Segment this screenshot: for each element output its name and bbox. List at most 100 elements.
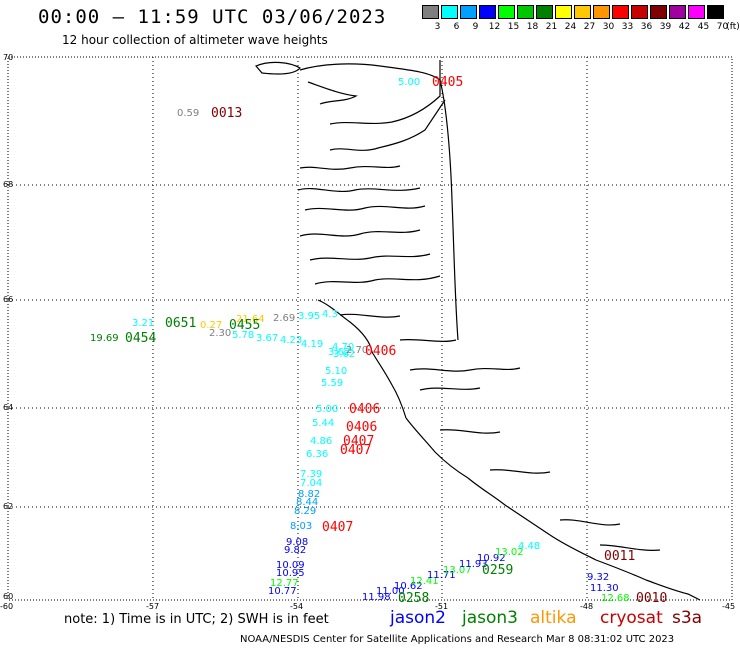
wave-height-value: 10.92	[477, 553, 506, 564]
wave-height-value: 10.95	[276, 568, 305, 579]
wave-height-value: 9.82	[284, 545, 307, 556]
wave-height-value: 0.27	[200, 320, 223, 331]
satellite-altika: altika	[530, 608, 577, 628]
lat-label-64: 64	[3, 403, 14, 412]
observation-time: 0651	[165, 316, 197, 331]
wave-height-value: 5.59	[321, 378, 344, 389]
legend-swatch	[536, 5, 553, 19]
lon-label-51: -51	[435, 602, 449, 611]
legend-label: 42	[678, 22, 691, 32]
wave-height-value: 11.98	[362, 592, 391, 603]
wave-height-value: 21.64	[236, 314, 265, 325]
wave-height-value: 13.07	[443, 565, 472, 576]
wave-height-value: 10.77	[268, 586, 297, 597]
observation-time: 0407	[322, 520, 354, 535]
wave-height-value: 12.68	[601, 593, 630, 604]
legend-swatch	[593, 5, 610, 19]
observation-time: 0406	[349, 402, 381, 417]
wave-height-value: 19.69	[90, 333, 119, 344]
legend-label: 18	[526, 22, 539, 32]
wave-height-value: 4.70	[332, 342, 355, 353]
legend-label: 70	[716, 22, 729, 32]
satellite-s3a: s3a	[672, 608, 703, 628]
lon-label-57: -57	[146, 602, 160, 611]
wave-height-value: 3.62	[328, 347, 351, 358]
legend-label: 9	[472, 22, 479, 32]
wave-height-value: 8.29	[294, 506, 317, 517]
legend-swatch	[631, 5, 648, 19]
observation-time: 0011	[604, 549, 636, 564]
satellite-jason2: jason2	[390, 608, 446, 628]
legend-label: 39	[659, 22, 672, 32]
lon-label-48: -48	[580, 602, 594, 611]
wave-height-value: 7.04	[300, 478, 323, 489]
observation-time: 0407	[343, 434, 375, 449]
satellite-jason3: jason3	[462, 608, 518, 628]
observation-time: 0010	[636, 591, 668, 606]
observation-time: 0455	[229, 318, 261, 333]
legend-swatch	[441, 5, 458, 19]
wave-height-value: 11.30	[590, 583, 619, 594]
wave-height-value: 8.44	[296, 497, 319, 508]
wave-height-value: 13.02	[495, 547, 524, 558]
legend-label: 15	[507, 22, 520, 32]
wave-height-value: 3.21	[132, 318, 155, 329]
observation-time: 0406	[346, 420, 378, 435]
lat-label-62: 62	[3, 502, 14, 511]
wave-height-value: 4.3	[322, 309, 338, 320]
wave-height-value: 5.00	[398, 77, 421, 88]
wave-height-value: 5.78	[232, 330, 255, 341]
wave-height-value: 9.32	[587, 572, 610, 583]
wave-height-value: 9.08	[286, 537, 309, 548]
legend-label: 12	[488, 22, 501, 32]
legend-swatch	[650, 5, 667, 19]
wave-height-value: 7.39	[300, 469, 323, 480]
observation-time: 0259	[482, 563, 514, 578]
legend-label: 45	[697, 22, 710, 32]
credit-line: NOAA/NESDIS Center for Satellite Applica…	[240, 634, 675, 645]
legend-swatch	[612, 5, 629, 19]
wave-height-value: 5.44	[312, 418, 335, 429]
wave-height-value: 2.30	[209, 328, 232, 339]
wave-height-value: 4.23	[280, 335, 303, 346]
wave-height-value: 3.95	[298, 311, 321, 322]
lon-label-54: -54	[290, 602, 304, 611]
footer-note: note: 1) Time is in UTC; 2) SWH is in fe…	[64, 612, 329, 627]
lat-label-60: 60	[3, 592, 14, 601]
wave-height-value: 12.77	[270, 578, 299, 589]
wave-height-value: 4.48	[518, 541, 541, 552]
legend-swatch	[422, 5, 439, 19]
legend-label: 27	[583, 22, 596, 32]
wave-height-value: 6.36	[306, 449, 329, 460]
legend-swatch	[688, 5, 705, 19]
legend-label: 3	[434, 22, 441, 32]
wave-height-value: 11.71	[427, 570, 456, 581]
wave-height-value: 0.59	[177, 108, 200, 119]
lat-label-70: 70	[3, 53, 14, 62]
satellite-cryosat: cryosat	[600, 608, 663, 628]
page-subtitle: 12 hour collection of altimeter wave hei…	[62, 33, 328, 47]
page-title: 00:00 – 11:59 UTC 03/06/2023	[38, 6, 387, 28]
legend-swatch	[707, 5, 724, 19]
wave-height-value: 4.86	[310, 436, 333, 447]
map-frame	[7, 56, 733, 601]
legend-label: 33	[621, 22, 634, 32]
map-grid	[8, 57, 732, 600]
wave-height-value: 5.00	[316, 404, 339, 415]
wave-height-value: 10.09	[276, 560, 305, 571]
wave-height-value: 12.41	[410, 576, 439, 587]
legend-label: 6	[453, 22, 460, 32]
legend-label: 30	[602, 22, 615, 32]
wave-height-value: 2.69	[273, 313, 296, 324]
wave-height-value: 2.70	[346, 345, 369, 356]
legend-label: 24	[564, 22, 577, 32]
legend-swatch	[498, 5, 515, 19]
legend-swatch	[460, 5, 477, 19]
wave-height-value: 5.10	[325, 366, 348, 377]
wave-height-value: 3.62	[333, 349, 356, 360]
wave-height-value: 10.62	[394, 581, 423, 592]
legend-unit: (ft)	[726, 22, 740, 32]
observation-time: 0013	[211, 106, 243, 121]
observation-time: 0407	[340, 443, 372, 458]
